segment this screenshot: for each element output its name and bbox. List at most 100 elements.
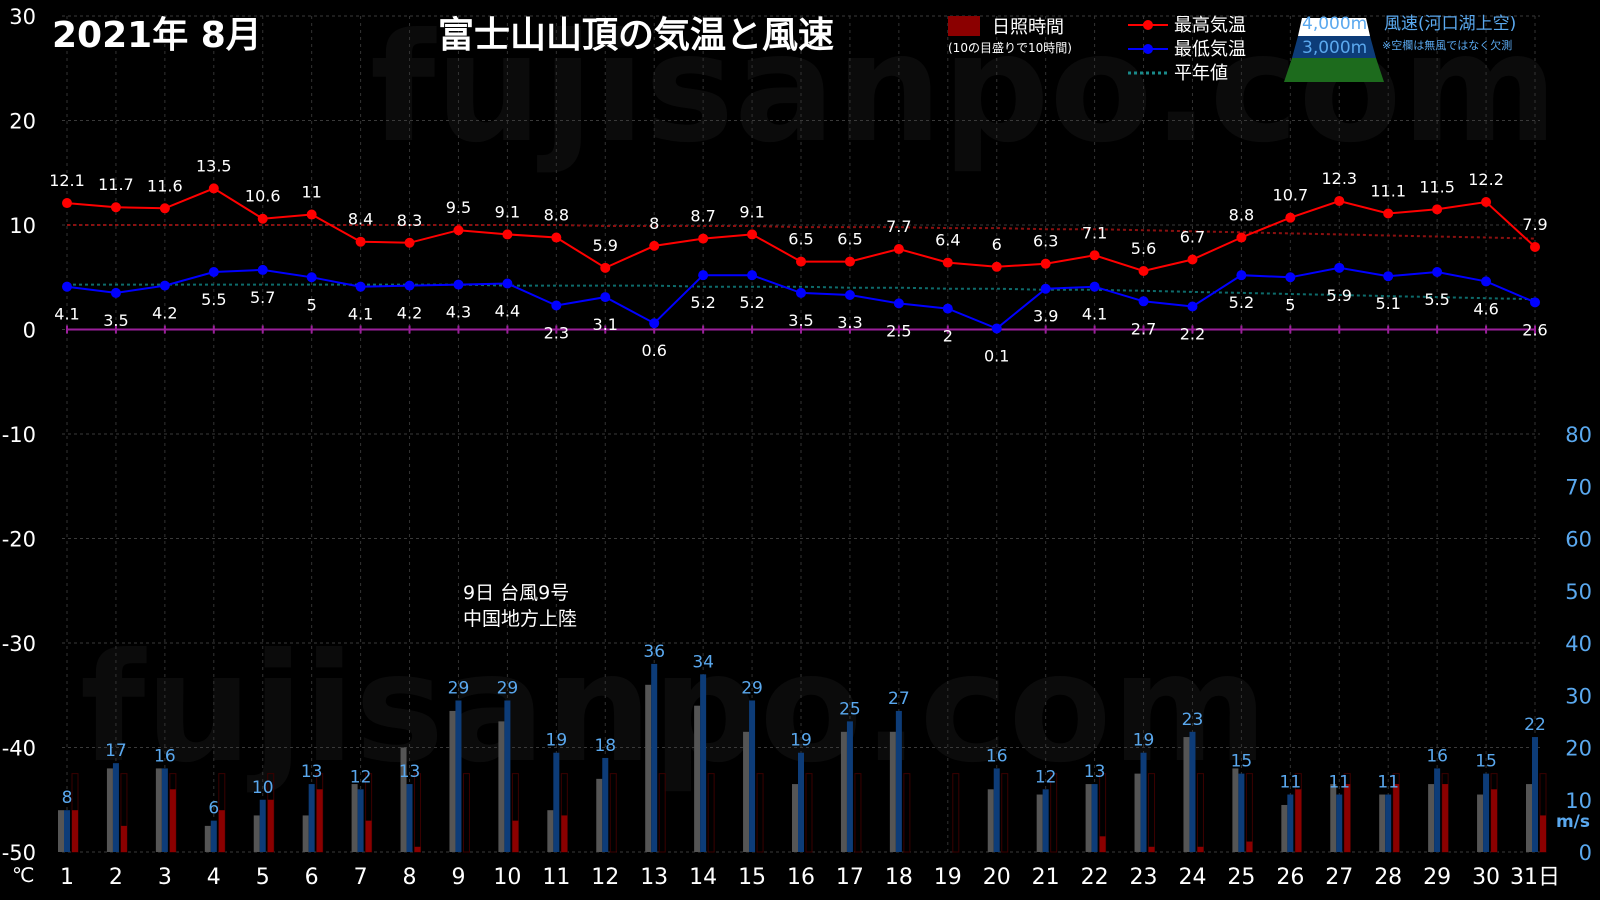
max-temp-label: 6.5 xyxy=(837,230,862,249)
max-temp-label: 9.1 xyxy=(495,202,520,221)
y-tick-label: -50 xyxy=(2,841,36,865)
min-temp-label: 3.9 xyxy=(1033,307,1058,326)
x-tick-label: 6 xyxy=(305,865,319,890)
max-temp-label: 12.3 xyxy=(1321,169,1357,188)
min-temp-label: 5.5 xyxy=(201,290,226,309)
max-legend-label: 最高気温 xyxy=(1174,15,1246,36)
min-temp-point xyxy=(1334,262,1345,273)
max-temp-point xyxy=(1236,232,1247,243)
month-title: 2021年 8月 xyxy=(52,15,262,56)
y-right-tick-label: 20 xyxy=(1565,737,1592,761)
min-temp-point xyxy=(698,270,709,281)
wind-value-label: 15 xyxy=(1475,752,1497,772)
wind-3000-bar xyxy=(1134,773,1141,852)
wind-3000-bar xyxy=(1183,737,1190,852)
min-temp-label: 2.3 xyxy=(544,323,569,342)
min-temp-label: 4.2 xyxy=(152,304,177,323)
max-temp-label: 10.6 xyxy=(245,187,281,206)
min-temp-point xyxy=(1481,276,1492,287)
min-temp-label: 4.2 xyxy=(397,304,422,323)
sunshine-bar xyxy=(1540,815,1546,852)
max-temp-point xyxy=(844,256,855,267)
x-tick-label: 22 xyxy=(1081,865,1109,890)
watermark-bottom: fujisanpo.com xyxy=(80,622,1268,796)
wind-3000-bar xyxy=(400,747,407,852)
wind-3000-bar xyxy=(155,768,162,852)
x-tick-label: 7 xyxy=(354,865,368,890)
max-temp-label: 6.3 xyxy=(1033,232,1058,251)
wind-value-label: 12 xyxy=(1035,767,1057,787)
wind-4000-bar xyxy=(749,700,756,852)
x-tick-label: 9 xyxy=(451,865,465,890)
wind-value-label: 23 xyxy=(1182,710,1204,730)
max-legend-marker xyxy=(1143,20,1153,30)
y-tick-label: -20 xyxy=(2,528,36,552)
min-temp-label: 3.5 xyxy=(103,311,128,330)
min-temp-point xyxy=(1187,301,1198,312)
sunshine-bar xyxy=(365,820,372,852)
max-temp-label: 11.1 xyxy=(1370,182,1406,201)
wind-3000-bar xyxy=(547,810,554,852)
wind-3000-bar xyxy=(498,721,505,852)
y-right-tick-label: 50 xyxy=(1565,580,1592,604)
sunshine-bar xyxy=(512,820,519,852)
min-temp-point xyxy=(1089,281,1100,292)
sunshine-bars xyxy=(71,773,1547,853)
min-temp-point xyxy=(110,287,121,298)
wind-bars xyxy=(58,663,1538,852)
wind-value-label: 16 xyxy=(986,746,1008,766)
y-right-tick-label: 0 xyxy=(1579,841,1592,865)
x-tick-label: 11 xyxy=(542,865,570,890)
wind-4000-bar xyxy=(455,700,462,852)
wind-4000-bar xyxy=(700,674,707,852)
max-temp-point xyxy=(502,229,513,240)
min-temp-point xyxy=(62,281,72,292)
sunshine-bar xyxy=(1295,789,1302,852)
wind-value-label: 6 xyxy=(208,799,219,819)
max-temp-label: 6 xyxy=(992,235,1002,254)
min-temp-point xyxy=(257,264,268,275)
wind-3000-bar xyxy=(1477,794,1484,852)
wind-4000-bar xyxy=(112,763,119,852)
max-temp-point xyxy=(453,225,464,236)
wind-value-label: 16 xyxy=(1426,746,1448,766)
axis-labels: 3020100-10-20-30-40-50℃80706050403020100… xyxy=(2,5,1592,890)
wind-3000-bar xyxy=(645,684,652,852)
wind-value-label: 34 xyxy=(692,652,714,672)
wind-value-label: 17 xyxy=(105,741,127,761)
typhoon-note-line1: 9日 台風9号 xyxy=(463,582,569,604)
min-temp-label: 2.5 xyxy=(886,321,911,340)
wind-legend-note: ※空欄は無風ではなく欠測 xyxy=(1382,38,1512,52)
min-temp-label: 5.5 xyxy=(1424,290,1449,309)
sunshine-bar xyxy=(1344,784,1351,852)
sunshine-bar xyxy=(1393,784,1400,852)
max-temp-label: 9.5 xyxy=(446,198,471,217)
y-right-tick-label: 40 xyxy=(1565,632,1592,656)
x-tick-label: 19 xyxy=(934,865,962,890)
min-temp-label: 4.6 xyxy=(1473,299,1498,318)
y-tick-label: -10 xyxy=(2,423,36,447)
sunshine-legend-note: (10の目盛りで10時間) xyxy=(948,40,1072,55)
wind-value-label: 36 xyxy=(643,642,665,662)
normal-legend-label: 平年値 xyxy=(1174,63,1228,84)
wind-value-label: 27 xyxy=(888,689,910,709)
x-tick-label: 17 xyxy=(836,865,864,890)
sunshine-bar-frame xyxy=(1001,773,1009,853)
wind-3000-bar xyxy=(694,705,701,852)
max-temp-label: 6.5 xyxy=(788,230,813,249)
y-tick-label: -30 xyxy=(2,632,36,656)
min-legend-label: 最低気温 xyxy=(1174,39,1246,60)
wind-value-label: 11 xyxy=(1377,773,1399,793)
wind-3000-label: 3,000m xyxy=(1302,38,1367,58)
wind-4000-bar xyxy=(1434,768,1441,852)
wind-3000-bar xyxy=(792,784,798,852)
min-temp-label: 4.1 xyxy=(348,305,373,324)
min-temp-label: 3.3 xyxy=(837,313,862,332)
max-temp-point xyxy=(796,256,806,267)
min-temp-label: 2.6 xyxy=(1522,320,1547,339)
x-tick-label: 3 xyxy=(158,865,172,890)
wind-4000-bar xyxy=(1532,737,1538,852)
wind-4000-bar xyxy=(602,757,609,852)
wind-3000-bar xyxy=(1330,784,1337,852)
min-temp-point xyxy=(208,267,219,278)
